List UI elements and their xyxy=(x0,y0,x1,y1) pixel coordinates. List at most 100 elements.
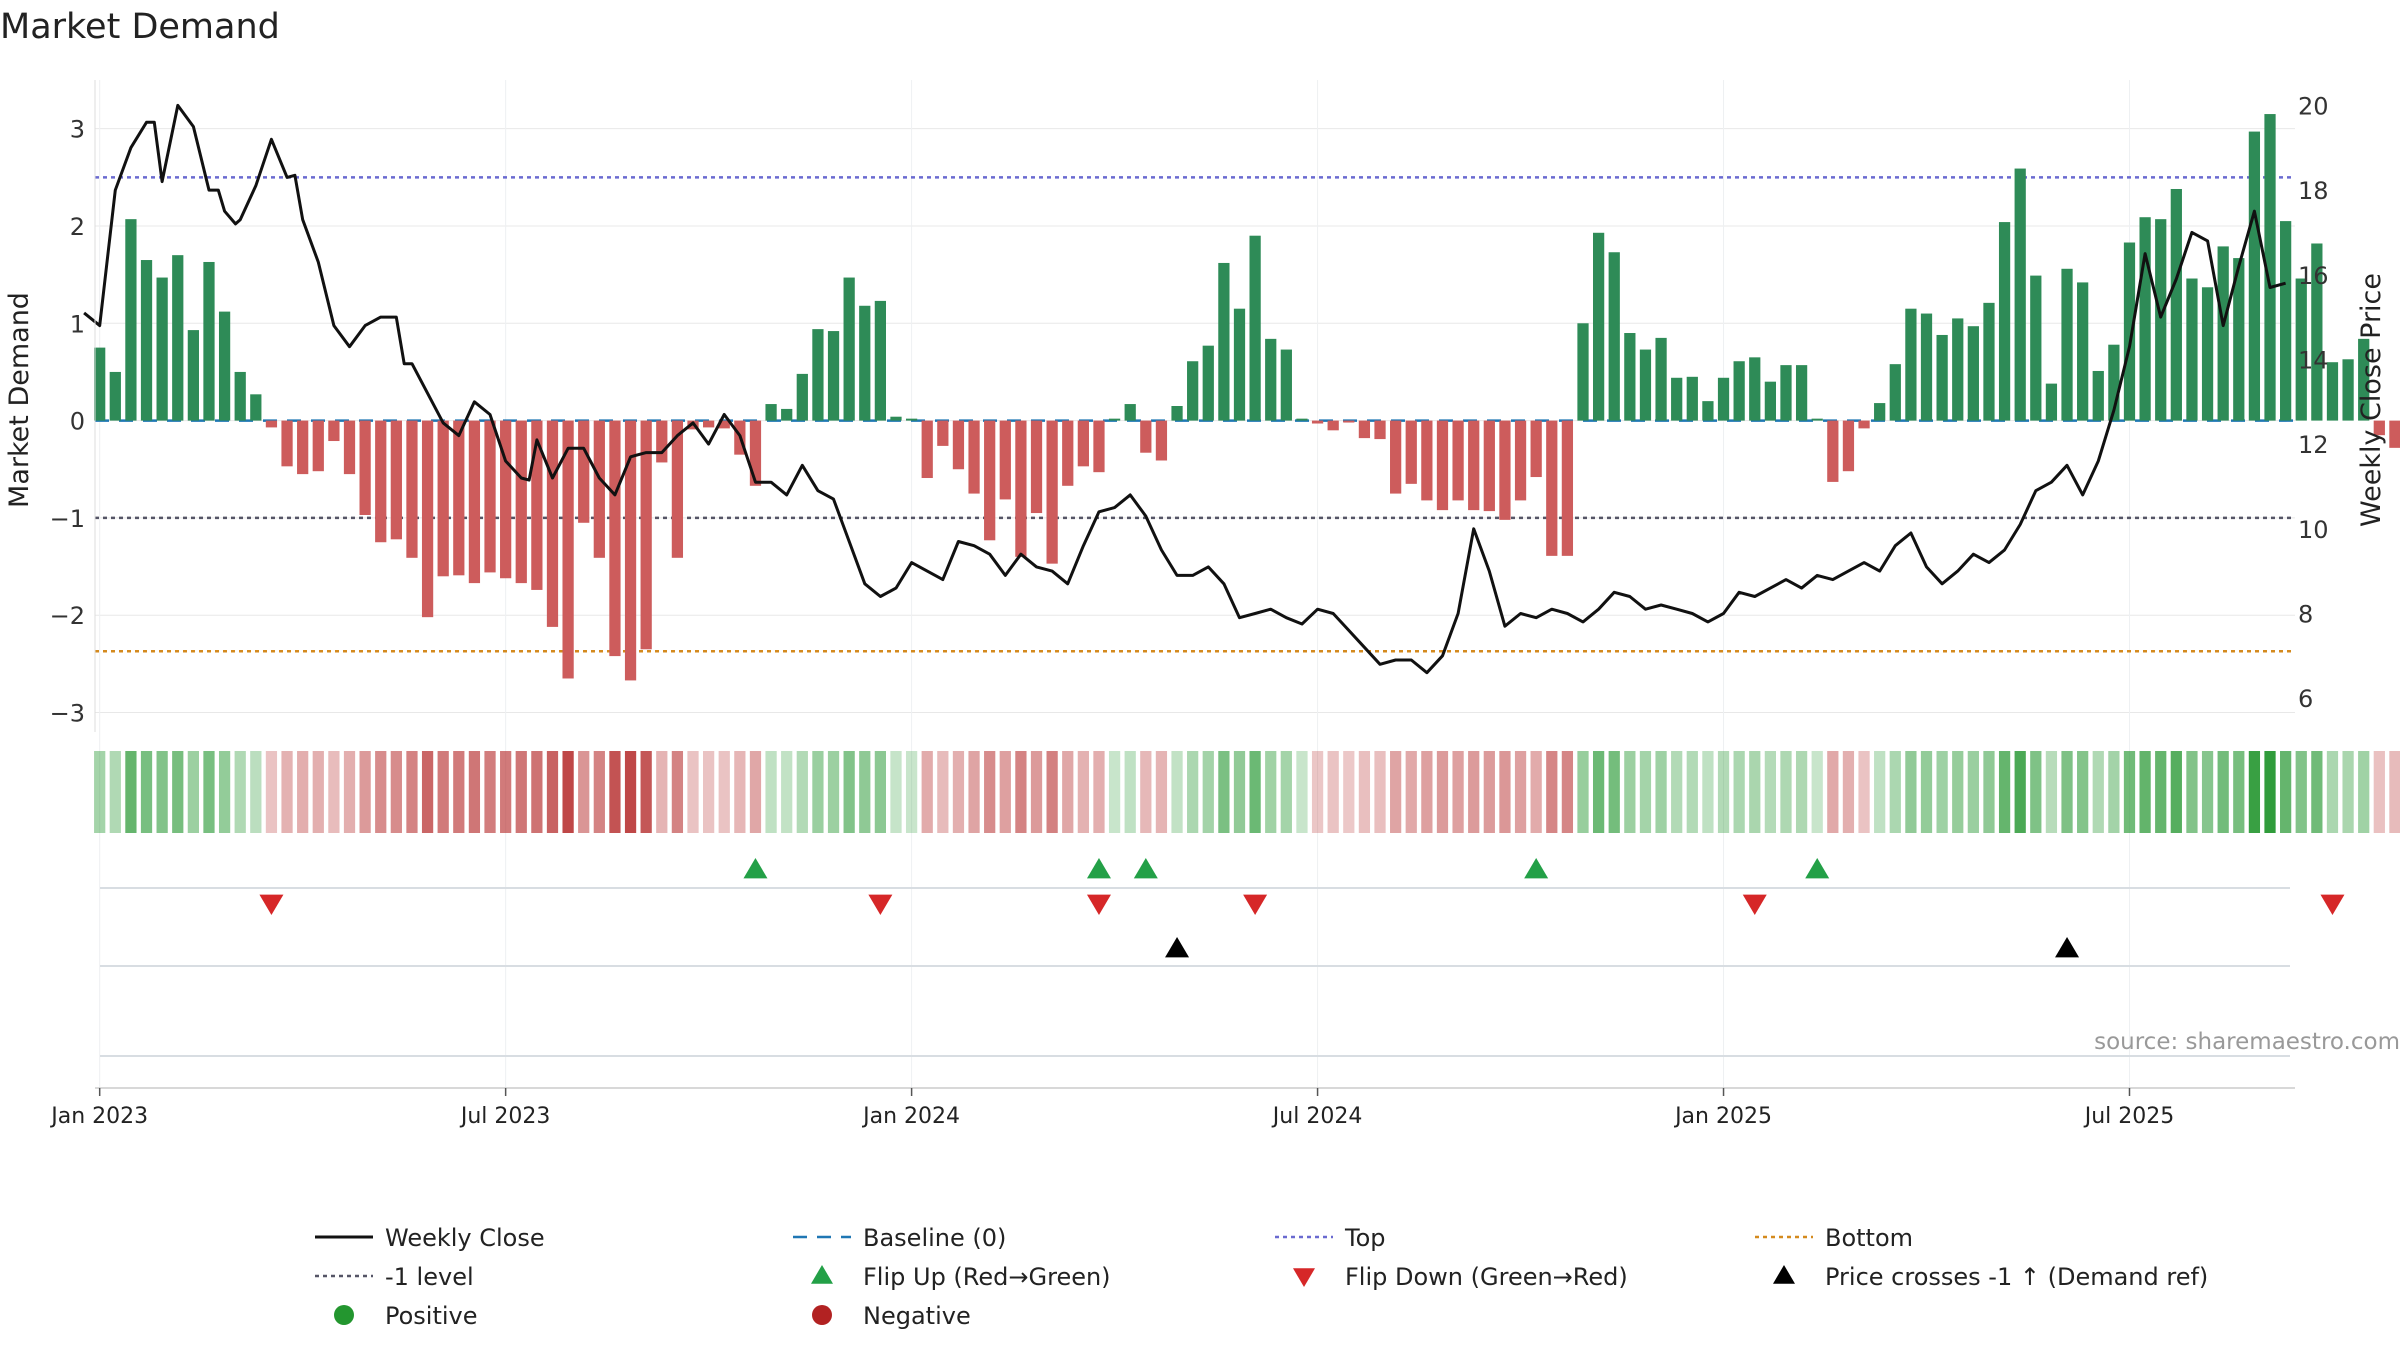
demand-bar xyxy=(765,404,777,421)
left-tick-label: 2 xyxy=(70,213,85,241)
demand-bar xyxy=(1296,418,1308,421)
demand-bar xyxy=(421,420,434,618)
demand-bar xyxy=(1218,262,1230,421)
demand-bar xyxy=(1546,420,1558,556)
heat-cell xyxy=(1233,751,1246,833)
demand-bar xyxy=(390,420,402,540)
legend-entry: Weekly Close xyxy=(315,1224,545,1252)
demand-bar xyxy=(1577,323,1589,421)
heat-cell xyxy=(890,751,902,833)
heat-cell xyxy=(937,751,949,833)
heat-cell xyxy=(905,751,918,833)
demand-bar xyxy=(1827,420,1839,482)
demand-bar xyxy=(515,420,527,584)
heat-cell xyxy=(2092,751,2104,833)
heat-cell xyxy=(874,751,887,833)
heat-cell xyxy=(1749,751,1761,833)
demand-bar xyxy=(2030,275,2042,421)
demand-bar xyxy=(1187,361,1199,421)
heat-cell xyxy=(1686,751,1698,833)
heat-cell xyxy=(1671,751,1683,833)
heat-cell xyxy=(1702,751,1714,833)
x-tick-label: Jan 2025 xyxy=(1673,1104,1772,1129)
flip-down-marker xyxy=(1243,894,1268,915)
demand-bar xyxy=(1140,420,1152,453)
demand-bar xyxy=(500,420,512,579)
demand-bar xyxy=(578,420,590,523)
demand-bar xyxy=(812,329,824,421)
right-tick-label: 12 xyxy=(2298,431,2329,459)
heat-cell xyxy=(1452,751,1464,833)
demand-bar xyxy=(1405,420,1417,484)
heat-cell xyxy=(281,751,293,833)
demand-bar xyxy=(468,420,481,584)
left-tick-label: −2 xyxy=(50,602,85,630)
demand-bar xyxy=(703,420,715,428)
heat-cell xyxy=(1936,751,1948,833)
demand-bar xyxy=(843,277,855,421)
heat-cell xyxy=(500,751,512,833)
heat-cell xyxy=(1811,751,1823,833)
heat-cell xyxy=(1390,751,1402,833)
legend-entry: -1 level xyxy=(315,1263,474,1291)
demand-bar xyxy=(827,331,840,421)
demand-bar xyxy=(250,394,262,421)
heat-cell xyxy=(468,751,481,833)
flip-down-marker xyxy=(1742,894,1767,915)
demand-bar xyxy=(156,277,168,421)
demand-bar xyxy=(968,420,980,494)
left-tick-label: 3 xyxy=(70,116,85,144)
demand-bar xyxy=(1421,420,1433,501)
demand-bar xyxy=(1015,420,1027,557)
demand-bar xyxy=(2264,114,2276,421)
demand-bar xyxy=(1905,308,1917,421)
heat-cell xyxy=(1717,751,1730,833)
heat-cell xyxy=(453,751,465,833)
heat-cell xyxy=(2170,751,2182,833)
x-tick-label: Jan 2023 xyxy=(49,1104,148,1129)
demand-bar xyxy=(2280,221,2292,421)
heat-cell xyxy=(1093,751,1105,833)
demand-bar xyxy=(1452,420,1464,501)
x-tick-label: Jan 2024 xyxy=(861,1104,960,1129)
heat-cell xyxy=(796,751,808,833)
heat-cell xyxy=(1202,751,1214,833)
legend: Weekly Close Baseline (0) Top Bottom -1 leve… xyxy=(315,1224,2208,1330)
price-cross-marker xyxy=(2055,937,2080,958)
demand-bars xyxy=(94,114,2400,681)
heat-cell xyxy=(1046,751,1058,833)
heat-cell xyxy=(312,751,324,833)
demand-bar xyxy=(609,420,621,657)
heat-cell xyxy=(640,751,652,833)
heat-cell xyxy=(2139,751,2151,833)
heat-cell xyxy=(187,751,199,833)
heat-cell xyxy=(1249,751,1261,833)
left-tick-label: 0 xyxy=(70,408,85,436)
demand-bar xyxy=(1327,420,1339,431)
heat-cell xyxy=(1218,751,1230,833)
demand-bar xyxy=(2389,420,2400,448)
heat-cell xyxy=(2123,751,2136,833)
demand-bar xyxy=(1514,420,1527,501)
demand-bar xyxy=(1062,420,1074,486)
demand-bar xyxy=(2186,278,2198,421)
heat-cell xyxy=(1983,751,1995,833)
demand-bar xyxy=(1390,420,1402,494)
demand-bar xyxy=(2248,131,2261,421)
heat-cell xyxy=(843,751,855,833)
demand-bar xyxy=(1780,365,1792,421)
demand-bar xyxy=(343,420,356,475)
demand-bar xyxy=(172,255,184,421)
heat-cell xyxy=(1327,751,1339,833)
demand-bar xyxy=(1233,308,1246,421)
demand-bar xyxy=(312,420,324,472)
heat-cell xyxy=(921,751,933,833)
demand-bar xyxy=(1967,326,1979,421)
demand-bar xyxy=(1639,349,1652,421)
demand-bar xyxy=(140,260,153,421)
heat-cell xyxy=(94,751,106,833)
demand-bar xyxy=(437,420,449,577)
demand-bar xyxy=(297,420,309,475)
demand-bar xyxy=(562,420,574,679)
demand-bar xyxy=(624,420,637,681)
